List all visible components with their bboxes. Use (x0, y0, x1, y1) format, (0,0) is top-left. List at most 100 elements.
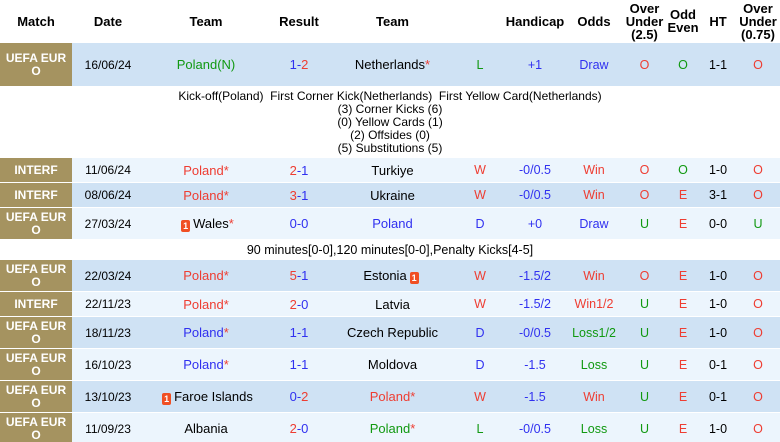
score-dash: - (296, 389, 302, 404)
match-row: UEFA EURO 16/06/24 Poland(N) 1-2 Netherl… (0, 42, 780, 87)
header-date: Date (72, 0, 144, 43)
team-name: Wales (193, 215, 229, 231)
match-stats-line: (2) Offsides (0) (350, 128, 430, 142)
match-stats-line: (5) Substitutions (5) (337, 141, 443, 155)
odd-even-cell: O (666, 42, 700, 87)
match-stats-row: Kick-off(Poland) First Corner Kick(Nethe… (0, 86, 780, 158)
over-under-075-cell: O (736, 157, 780, 183)
score-dash: - (296, 187, 302, 203)
competition-cell: INTERF (0, 291, 72, 317)
home-score: 2 (289, 421, 297, 437)
red-card-icon: 1 (409, 271, 419, 284)
odds-cell: Loss1/2 (565, 316, 623, 349)
home-team-cell: Poland(N) (144, 42, 268, 87)
team-name: Albania (184, 421, 228, 437)
red-card-icon: 1 (162, 392, 172, 405)
header-away-team: Team (330, 0, 455, 43)
away-team-cell: Poland* (330, 412, 455, 442)
away-score: 2 (301, 389, 309, 404)
team-name: Poland (183, 268, 224, 283)
odd-even-cell: E (666, 316, 700, 349)
odd-even-cell: E (666, 182, 700, 208)
handicap-result-cell: D (455, 316, 505, 349)
team-name: Poland (183, 162, 224, 178)
over-under-075-cell: O (736, 259, 780, 292)
handicap-result-cell: W (455, 157, 505, 183)
handicap-cell: -0/0.5 (505, 182, 565, 208)
date-cell: 16/06/24 (72, 42, 144, 87)
team-name: Netherlands (354, 57, 426, 72)
team-name: Poland(N) (176, 57, 236, 72)
header-odds: Odds (565, 0, 623, 43)
handicap-result-cell: W (455, 380, 505, 413)
home-team-cell: Poland* (144, 316, 268, 349)
odd-even-cell: E (666, 412, 700, 442)
over-under-25-cell: U (623, 316, 666, 349)
score-dash: - (296, 421, 302, 437)
team-name: Poland (369, 389, 411, 404)
competition-cell: INTERF (0, 157, 72, 183)
date-cell: 13/10/23 (72, 380, 144, 413)
team-mark: * (223, 325, 229, 340)
over-under-25-cell: U (623, 412, 666, 442)
home-score: 5 (289, 268, 297, 283)
team-mark: * (223, 162, 229, 178)
result-cell: 0-2 (268, 380, 330, 413)
handicap-cell: +1 (505, 42, 565, 87)
competition-cell: UEFA EURO (0, 316, 72, 349)
home-team-cell: Albania (144, 412, 268, 442)
handicap-cell: -1.5/2 (505, 259, 565, 292)
handicap-result-cell: L (455, 42, 505, 87)
home-team-cell: Poland* (144, 182, 268, 208)
home-score: 1 (289, 57, 297, 72)
home-team-cell: 1 Wales* (144, 207, 268, 240)
over-under-075-cell: U (736, 207, 780, 240)
score-dash: - (296, 216, 302, 231)
date-cell: 08/06/24 (72, 182, 144, 208)
score-dash: - (296, 296, 302, 312)
team-name: Poland (369, 421, 411, 437)
ht-cell: 1-0 (700, 316, 736, 349)
handicap-cell: +0 (505, 207, 565, 240)
match-row: INTERF 11/06/24 Poland* 2-1 Turkiye W -0… (0, 157, 780, 183)
result-cell: 1-1 (268, 348, 330, 381)
result-cell: 1-2 (268, 42, 330, 87)
away-team-cell: Estonia 1 (330, 259, 455, 292)
competition-cell: UEFA EURO (0, 207, 72, 240)
header-home-team: Team (144, 0, 268, 43)
ht-cell: 3-1 (700, 182, 736, 208)
over-under-075-cell: O (736, 348, 780, 381)
handicap-result-cell: W (455, 182, 505, 208)
red-card-icon: 1 (181, 219, 191, 232)
match-row: INTERF 08/06/24 Poland* 3-1 Ukraine W -0… (0, 182, 780, 208)
team-name: Moldova (367, 357, 418, 372)
header-result: Result (268, 0, 330, 43)
away-score: 0 (301, 421, 309, 437)
away-team-cell: Turkiye (330, 157, 455, 183)
away-score: 1 (301, 162, 309, 178)
team-name: Estonia (363, 267, 407, 283)
handicap-result-cell: D (455, 348, 505, 381)
match-row: UEFA EURO 18/11/23 Poland* 1-1 Czech Rep… (0, 316, 780, 349)
score-dash: - (296, 357, 302, 372)
match-stats-line: Kick-off(Poland) First Corner Kick(Nethe… (178, 89, 602, 103)
odd-even-cell: E (666, 291, 700, 317)
match-row: UEFA EURO 22/03/24 Poland* 5-1 Estonia 1 … (0, 259, 780, 292)
over-under-25-cell: O (623, 42, 666, 87)
over-under-075-cell: O (736, 412, 780, 442)
team-name: Poland (183, 187, 224, 203)
match-row: UEFA EURO 11/09/23 Albania 2-0 Poland* L… (0, 412, 780, 442)
home-score: 0 (289, 216, 297, 231)
home-score: 1 (289, 325, 297, 340)
home-score: 1 (289, 357, 297, 372)
result-cell: 5-1 (268, 259, 330, 292)
over-under-25-cell: U (623, 380, 666, 413)
over-under-25-cell: O (623, 259, 666, 292)
header-handicap: Handicap (505, 0, 565, 43)
competition-cell: UEFA EURO (0, 380, 72, 413)
away-score: 0 (301, 296, 309, 312)
handicap-result-cell: D (455, 207, 505, 240)
away-team-cell: Netherlands* (330, 42, 455, 87)
over-under-075-cell: O (736, 291, 780, 317)
team-mark: * (223, 357, 229, 372)
